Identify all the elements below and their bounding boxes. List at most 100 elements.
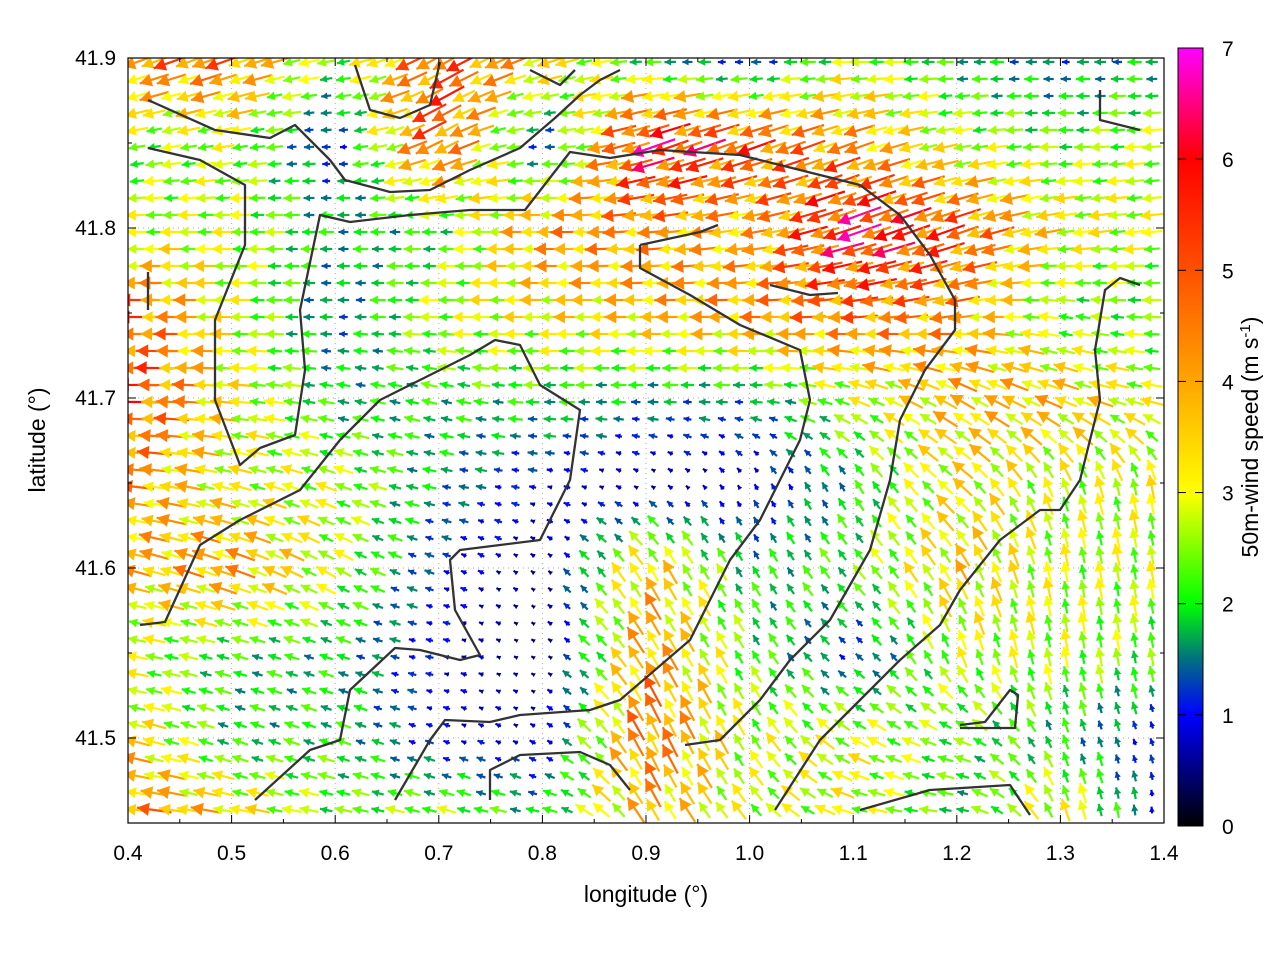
- wind-arrow: [144, 584, 164, 594]
- wind-arrow: [636, 123, 670, 138]
- wind-arrow: [194, 175, 218, 187]
- wind-arrow: [560, 364, 574, 372]
- wind-arrow: [894, 191, 928, 206]
- wind-arrow: [1060, 75, 1071, 83]
- wind-arrow: [663, 679, 677, 703]
- x-tick-label: 1.2: [942, 842, 971, 865]
- wind-arrow: [389, 568, 401, 576]
- wind-arrow: [751, 650, 761, 664]
- wind-arrow: [387, 551, 403, 559]
- wind-arrow: [475, 415, 487, 423]
- wind-arrow: [143, 600, 165, 611]
- wind-arrow: [247, 566, 268, 577]
- wind-arrow: [956, 578, 969, 600]
- wind-arrow: [770, 517, 777, 525]
- wind-arrow: [263, 413, 286, 425]
- wind-arrow: [1006, 803, 1022, 817]
- wind-arrow: [216, 636, 230, 644]
- wind-arrow: [487, 277, 510, 289]
- wind-arrow: [476, 432, 486, 440]
- wind-arrow: [562, 433, 572, 440]
- wind-arrow: [749, 749, 764, 769]
- colorbar-tick-label: 5: [1222, 260, 1234, 283]
- wind-arrow: [177, 209, 200, 221]
- wind-arrow: [693, 107, 716, 119]
- wind-arrow: [784, 431, 798, 441]
- wind-arrow: [610, 380, 627, 390]
- wind-arrow: [371, 279, 385, 287]
- wind-arrow: [266, 108, 283, 118]
- wind-arrow: [1077, 612, 1089, 634]
- wind-arrow: [819, 431, 831, 441]
- wind-arrow: [1147, 616, 1156, 630]
- wind-arrow: [818, 702, 832, 714]
- wind-arrow: [986, 379, 1008, 391]
- wind-arrow: [487, 345, 509, 357]
- wind-arrow: [836, 617, 848, 629]
- wind-arrow: [922, 597, 934, 615]
- wind-arrow: [266, 805, 283, 815]
- wind-arrow: [228, 804, 252, 816]
- wind-arrow: [352, 771, 369, 781]
- wind-arrow: [352, 805, 369, 815]
- wind-arrow: [320, 296, 333, 304]
- wind-arrow: [527, 160, 539, 168]
- wind-arrow: [902, 771, 920, 781]
- wind-arrow: [287, 143, 297, 151]
- wind-arrow: [513, 553, 519, 559]
- wind-arrow: [213, 210, 233, 220]
- wind-arrow: [594, 717, 609, 733]
- wind-arrow: [1114, 701, 1122, 715]
- wind-arrow: [215, 193, 231, 203]
- wind-arrow: [871, 634, 883, 646]
- wind-arrow: [919, 527, 937, 549]
- wind-arrow: [810, 107, 840, 121]
- wind-arrow: [338, 245, 349, 253]
- wind-arrow: [228, 583, 252, 594]
- wind-arrow: [715, 398, 728, 406]
- wind-arrow: [834, 429, 851, 443]
- wind-arrow: [662, 559, 678, 585]
- wind-arrow: [389, 721, 401, 729]
- wind-arrow: [1020, 411, 1043, 427]
- wind-arrow: [966, 192, 994, 205]
- wind-arrow: [302, 398, 316, 406]
- wind-arrow: [1025, 109, 1038, 117]
- wind-arrow: [174, 547, 204, 561]
- wind-arrow: [233, 670, 248, 679]
- wind-arrow: [933, 192, 957, 204]
- wind-arrow: [988, 492, 1006, 516]
- wind-arrow: [426, 620, 433, 627]
- wind-arrow: [954, 495, 971, 513]
- wind-arrow: [681, 530, 694, 546]
- wind-arrow: [402, 328, 422, 339]
- wind-arrow: [1092, 159, 1109, 169]
- wind-arrow: [595, 381, 607, 389]
- wind-arrow: [736, 467, 743, 474]
- wind-arrow: [611, 631, 626, 649]
- wind-arrow: [494, 535, 503, 542]
- wind-arrow: [267, 159, 282, 169]
- wind-arrow: [898, 175, 924, 188]
- wind-arrow: [1077, 527, 1089, 549]
- wind-arrow: [768, 701, 779, 715]
- wind-arrow: [903, 430, 919, 442]
- wind-arrow: [476, 773, 486, 780]
- wind-arrow: [198, 227, 214, 237]
- wind-arrow: [209, 73, 237, 86]
- wind-arrow: [457, 432, 471, 440]
- wind-arrow: [540, 91, 560, 101]
- wind-arrow: [1074, 193, 1092, 203]
- wind-arrow: [752, 634, 761, 646]
- wind-arrow: [540, 193, 560, 203]
- wind-arrow: [1061, 717, 1070, 733]
- wind-arrow: [938, 577, 953, 601]
- wind-arrow: [956, 702, 969, 714]
- wind-arrow: [616, 175, 656, 190]
- wind-arrow: [1111, 75, 1124, 83]
- wind-arrow: [251, 653, 264, 661]
- wind-arrow: [231, 414, 249, 424]
- wind-arrow: [300, 244, 318, 254]
- wind-arrow: [981, 243, 1013, 257]
- wind-arrow: [715, 801, 729, 819]
